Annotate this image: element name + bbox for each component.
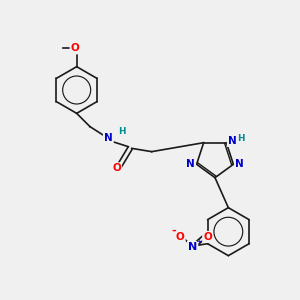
Text: H: H (118, 127, 125, 136)
Text: -: - (172, 226, 177, 236)
Text: N: N (188, 242, 197, 252)
Text: O: O (176, 232, 184, 242)
Text: N: N (104, 133, 113, 143)
Text: O: O (112, 163, 121, 173)
Text: N: N (228, 136, 237, 146)
Text: O: O (203, 232, 212, 242)
Text: H: H (238, 134, 245, 143)
Text: O: O (70, 43, 80, 53)
Text: N: N (235, 159, 244, 169)
Text: N: N (186, 159, 195, 169)
Text: +: + (195, 236, 202, 245)
